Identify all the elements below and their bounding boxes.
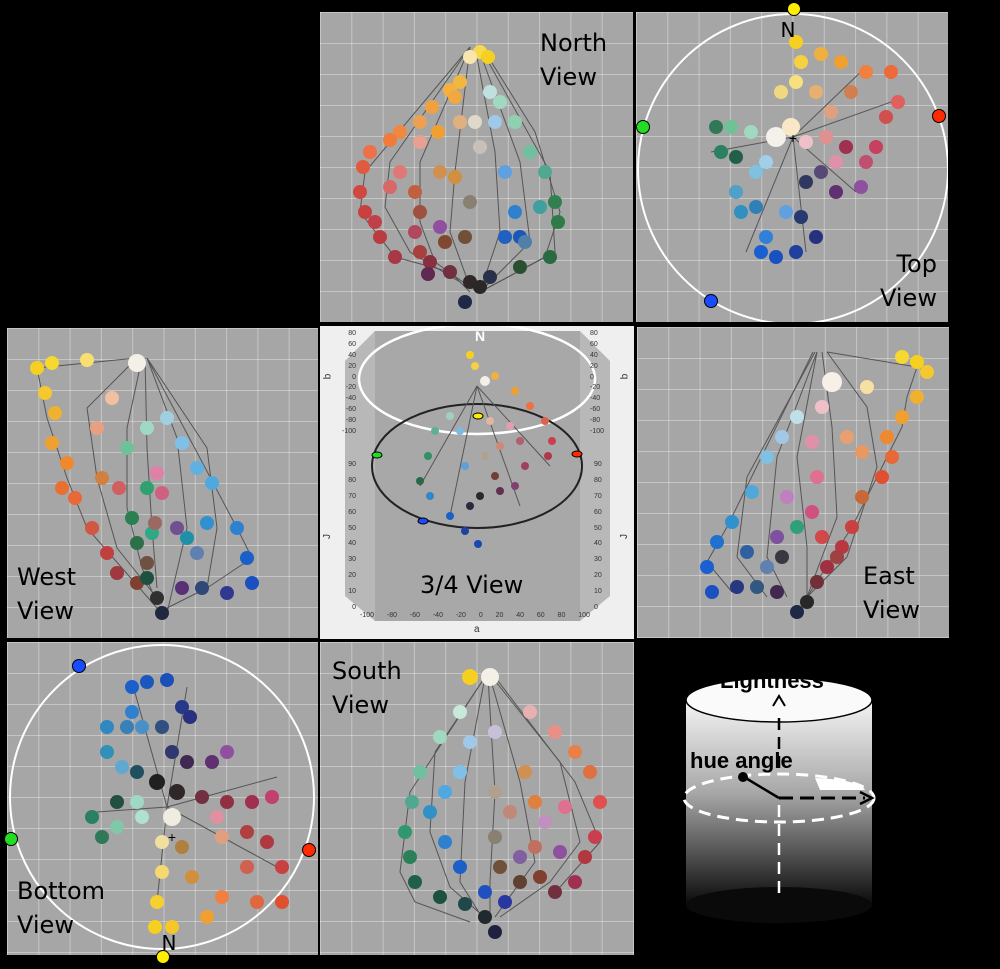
a-axis-label: a: [474, 624, 480, 635]
b-axis-ticks-right: 80 60 40 20 0 -20 -40 -60 -80 -100: [590, 330, 605, 435]
top-view-panel: N + Top View: [636, 12, 948, 323]
j-axis-label-left: J: [322, 534, 333, 539]
north-view-scatter: [353, 45, 565, 309]
hue-marker-blue-top: [704, 294, 718, 308]
j-axis-label-right: J: [619, 534, 630, 539]
b-axis-label-left: b: [322, 373, 334, 380]
b-axis-ticks-left: 80 60 40 20 0 -20 -40 -60 -80 -100: [341, 330, 356, 435]
svg-text:+: +: [168, 829, 176, 845]
east-view-panel: East View: [637, 327, 949, 638]
hue-marker-green-bottom: [4, 832, 18, 846]
east-view-label: East View: [863, 562, 920, 624]
west-view-label: West View: [17, 563, 77, 625]
divider-v2: [634, 12, 636, 642]
divider-v1: [318, 325, 320, 955]
j-axis-ticks-left: 90 80 70 60 50 40 30 20 10 0: [348, 461, 356, 611]
bottom-view-panel: N + Bottom View: [7, 642, 318, 955]
b-axis-label-right: b: [619, 373, 631, 380]
hue-marker-green-top: [636, 120, 650, 134]
hue-marker-red-top: [932, 109, 946, 123]
lightness-label: Lightness: [720, 668, 824, 693]
west-view-panel: West View: [7, 328, 318, 638]
hue-marker-yellow-top: [787, 2, 801, 16]
east-view-scatter: [700, 350, 934, 619]
hue-marker-blue-bottom: [72, 659, 86, 673]
north-view-label: North View: [540, 29, 608, 91]
divider-h2: [0, 639, 950, 642]
bottom-view-label: Bottom View: [17, 877, 106, 939]
j-axis-ticks-right: 90 80 70 60 50 40 30 20 10 0: [594, 461, 602, 611]
top-view-scatter: N +: [637, 13, 948, 323]
hue-marker-red-bottom: [302, 843, 316, 857]
three-quarter-compass-n: N: [475, 328, 485, 344]
south-view-scatter: [398, 668, 607, 939]
top-compass-n: N: [781, 18, 796, 42]
three-quarter-view-label: 3/4 View: [420, 571, 524, 599]
a-axis-ticks: -100 -80 -60 -40 -20 0 20 40 60 80 100: [360, 612, 590, 619]
north-dots: [353, 45, 565, 309]
top-view-label: Top View: [880, 250, 937, 312]
cylinder-legend: Lightness hue angle: [640, 640, 1000, 964]
bottom-compass-n: N: [162, 931, 177, 955]
south-view-panel: South View: [320, 642, 634, 955]
svg-text:+: +: [789, 130, 797, 146]
west-view-scatter: [30, 353, 259, 620]
divider-h1: [0, 322, 950, 325]
bottom-view-scatter: N +: [9, 644, 315, 955]
north-view-panel: North View: [320, 12, 633, 322]
three-quarter-view-panel: N a J b J b -100 -80 -60 -40 -20 0 20 40 60 80 100…: [320, 326, 634, 639]
cylinder-diagram: [682, 677, 876, 923]
south-view-label: South View: [332, 657, 402, 719]
three-quarter-view-plot: N: [345, 326, 610, 621]
hue-marker-yellow-bottom: [156, 950, 170, 964]
hue-angle-label: hue angle: [690, 748, 793, 773]
